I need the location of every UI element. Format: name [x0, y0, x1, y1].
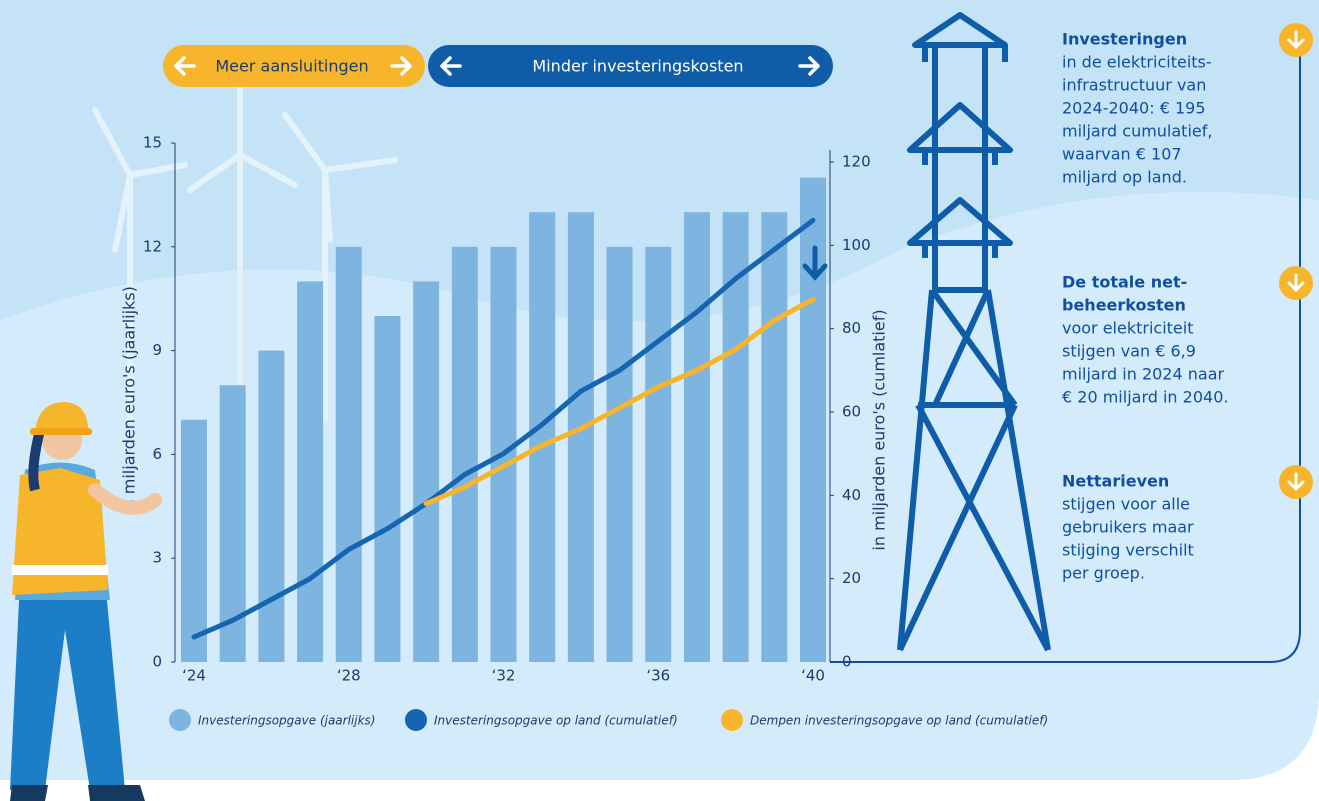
note-body: stijgen van € 6,9	[1062, 342, 1196, 361]
note-body: infrastructuur van	[1062, 76, 1206, 95]
y2-tick-label: 20	[842, 569, 861, 587]
note-body: € 20 miljard in 2040.	[1062, 388, 1228, 407]
bar	[374, 316, 400, 662]
legend-swatch	[721, 709, 743, 731]
note-body: in de elektriciteits-	[1062, 53, 1212, 72]
x-tick-label: ‘28	[337, 667, 361, 685]
bar	[645, 247, 671, 662]
note-body: miljard cumulatief,	[1062, 122, 1212, 141]
bar	[568, 212, 594, 662]
x-tick-label: ‘32	[492, 667, 516, 685]
y2-tick-label: 120	[842, 153, 871, 171]
bar	[452, 247, 478, 662]
y-axis-title: in miljarden euro's (jaarlijks)	[120, 286, 139, 514]
note-body: miljard in 2024 naar	[1062, 365, 1224, 384]
bar	[761, 212, 787, 662]
bar	[684, 212, 710, 662]
note-body: voor elektriciteit	[1062, 319, 1193, 338]
banner-right: Minder investeringskosten	[428, 45, 833, 87]
legend-swatch	[169, 709, 191, 731]
banner-text: Meer aansluitingen	[215, 57, 368, 76]
y2-tick-label: 100	[842, 236, 871, 254]
infographic: Meer aansluitingen Minder investeringsko…	[0, 0, 1319, 801]
bar	[181, 420, 207, 662]
note-body: per groep.	[1062, 564, 1145, 583]
y2-tick-label: 80	[842, 319, 861, 337]
bar	[297, 281, 323, 662]
note-body: gebruikers maar	[1062, 518, 1194, 537]
legend-swatch	[405, 709, 427, 731]
legend-label: Dempen investeringsopgave op land (cumul…	[750, 714, 1048, 728]
bar	[413, 281, 439, 662]
note-title: Nettarieven	[1062, 472, 1169, 491]
bar	[607, 247, 633, 662]
note-body: miljard op land.	[1062, 168, 1187, 187]
bar	[529, 212, 555, 662]
bar	[336, 247, 362, 662]
y-tick-label: 12	[143, 237, 162, 255]
x-tick-label: ‘40	[801, 667, 825, 685]
y-tick-label: 0	[152, 653, 162, 671]
y-tick-label: 6	[152, 445, 162, 463]
x-tick-label: ‘36	[646, 667, 670, 685]
y-tick-label: 3	[152, 549, 162, 567]
bar	[258, 351, 284, 662]
banner-left: Meer aansluitingen	[163, 45, 425, 87]
y-tick-label: 9	[152, 341, 162, 359]
note-title: beheerkosten	[1062, 296, 1186, 315]
note-body: waarvan € 107	[1062, 145, 1182, 164]
y2-axis-title: in miljarden euro's (cumlatief)	[870, 309, 889, 550]
note-title: De totale net-	[1062, 273, 1187, 292]
note-title: Investeringen	[1062, 30, 1187, 49]
note-body: stijgen voor alle	[1062, 495, 1190, 514]
note-body: 2024-2040: € 195	[1062, 99, 1206, 118]
legend-label: Investeringsopgave op land (cumulatief)	[434, 714, 678, 728]
y2-tick-label: 40	[842, 486, 861, 504]
legend-label: Investeringsopgave (jaarlijks)	[198, 714, 375, 728]
note-body: stijging verschilt	[1062, 541, 1194, 560]
x-tick-label: ‘24	[182, 667, 206, 685]
y2-tick-label: 60	[842, 403, 861, 421]
banner-text: Minder investeringskosten	[532, 57, 743, 76]
y2-tick-label: 0	[842, 653, 852, 671]
y-tick-label: 15	[143, 134, 162, 152]
